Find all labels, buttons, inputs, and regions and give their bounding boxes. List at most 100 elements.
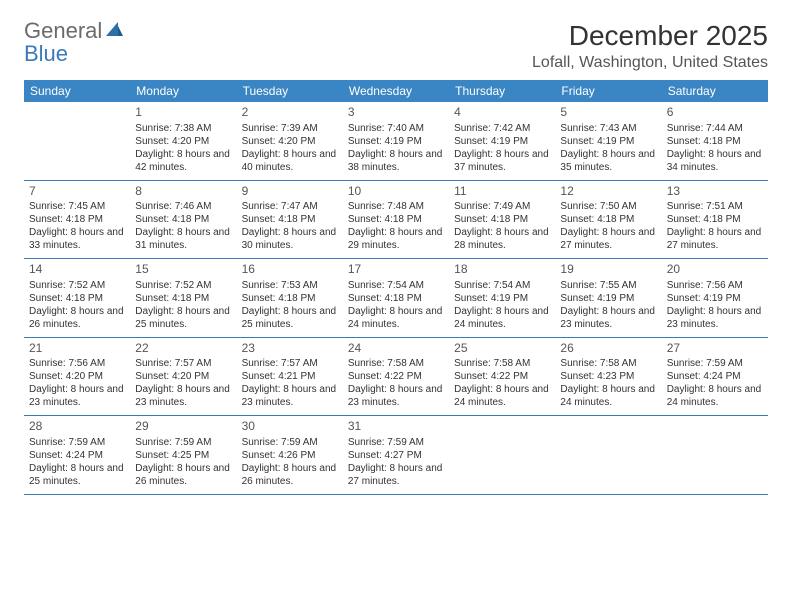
sunrise-line: Sunrise: 7:54 AM [348, 279, 444, 292]
day-cell: 6Sunrise: 7:44 AMSunset: 4:18 PMDaylight… [662, 102, 768, 180]
weeks-container: 1Sunrise: 7:38 AMSunset: 4:20 PMDaylight… [24, 102, 768, 495]
daylight-line: Daylight: 8 hours and 37 minutes. [454, 148, 550, 174]
sunrise-line: Sunrise: 7:55 AM [560, 279, 656, 292]
day-number: 6 [667, 105, 763, 121]
sunrise-line: Sunrise: 7:39 AM [242, 122, 338, 135]
day-cell: 18Sunrise: 7:54 AMSunset: 4:19 PMDayligh… [449, 259, 555, 337]
sunset-line: Sunset: 4:26 PM [242, 449, 338, 462]
week-row: 21Sunrise: 7:56 AMSunset: 4:20 PMDayligh… [24, 338, 768, 417]
day-number: 12 [560, 184, 656, 200]
sunset-line: Sunset: 4:27 PM [348, 449, 444, 462]
day-number: 14 [29, 262, 125, 278]
sunrise-line: Sunrise: 7:45 AM [29, 200, 125, 213]
week-row: 28Sunrise: 7:59 AMSunset: 4:24 PMDayligh… [24, 416, 768, 495]
daylight-line: Daylight: 8 hours and 24 minutes. [348, 305, 444, 331]
daylight-line: Daylight: 8 hours and 24 minutes. [560, 383, 656, 409]
day-number: 15 [135, 262, 231, 278]
day-cell: 20Sunrise: 7:56 AMSunset: 4:19 PMDayligh… [662, 259, 768, 337]
sunrise-line: Sunrise: 7:59 AM [242, 436, 338, 449]
month-title: December 2025 [532, 20, 768, 52]
sunrise-line: Sunrise: 7:51 AM [667, 200, 763, 213]
sunrise-line: Sunrise: 7:52 AM [135, 279, 231, 292]
sunset-line: Sunset: 4:18 PM [348, 213, 444, 226]
sunset-line: Sunset: 4:24 PM [667, 370, 763, 383]
dow-cell: Monday [130, 80, 236, 102]
dow-cell: Tuesday [237, 80, 343, 102]
day-cell: 9Sunrise: 7:47 AMSunset: 4:18 PMDaylight… [237, 181, 343, 259]
daylight-line: Daylight: 8 hours and 23 minutes. [135, 383, 231, 409]
day-cell: 2Sunrise: 7:39 AMSunset: 4:20 PMDaylight… [237, 102, 343, 180]
daylight-line: Daylight: 8 hours and 40 minutes. [242, 148, 338, 174]
daylight-line: Daylight: 8 hours and 26 minutes. [242, 462, 338, 488]
sunrise-line: Sunrise: 7:44 AM [667, 122, 763, 135]
logo-word2: Blue [24, 41, 68, 66]
sunrise-line: Sunrise: 7:53 AM [242, 279, 338, 292]
sunset-line: Sunset: 4:19 PM [348, 135, 444, 148]
day-cell: 10Sunrise: 7:48 AMSunset: 4:18 PMDayligh… [343, 181, 449, 259]
day-cell: 5Sunrise: 7:43 AMSunset: 4:19 PMDaylight… [555, 102, 661, 180]
calendar: SundayMondayTuesdayWednesdayThursdayFrid… [24, 80, 768, 495]
daylight-line: Daylight: 8 hours and 23 minutes. [29, 383, 125, 409]
sunset-line: Sunset: 4:19 PM [560, 135, 656, 148]
day-cell: 14Sunrise: 7:52 AMSunset: 4:18 PMDayligh… [24, 259, 130, 337]
sunset-line: Sunset: 4:24 PM [29, 449, 125, 462]
sunset-line: Sunset: 4:18 PM [667, 213, 763, 226]
sunrise-line: Sunrise: 7:40 AM [348, 122, 444, 135]
day-cell: 15Sunrise: 7:52 AMSunset: 4:18 PMDayligh… [130, 259, 236, 337]
day-cell: 30Sunrise: 7:59 AMSunset: 4:26 PMDayligh… [237, 416, 343, 494]
week-row: 1Sunrise: 7:38 AMSunset: 4:20 PMDaylight… [24, 102, 768, 181]
day-number: 19 [560, 262, 656, 278]
day-number: 22 [135, 341, 231, 357]
sunset-line: Sunset: 4:20 PM [135, 370, 231, 383]
day-cell: 11Sunrise: 7:49 AMSunset: 4:18 PMDayligh… [449, 181, 555, 259]
daylight-line: Daylight: 8 hours and 31 minutes. [135, 226, 231, 252]
daylight-line: Daylight: 8 hours and 38 minutes. [348, 148, 444, 174]
sunset-line: Sunset: 4:25 PM [135, 449, 231, 462]
sunset-line: Sunset: 4:19 PM [454, 292, 550, 305]
day-cell: 12Sunrise: 7:50 AMSunset: 4:18 PMDayligh… [555, 181, 661, 259]
sunset-line: Sunset: 4:21 PM [242, 370, 338, 383]
sunrise-line: Sunrise: 7:43 AM [560, 122, 656, 135]
day-number: 5 [560, 105, 656, 121]
day-number: 30 [242, 419, 338, 435]
sunset-line: Sunset: 4:23 PM [560, 370, 656, 383]
sunrise-line: Sunrise: 7:47 AM [242, 200, 338, 213]
daylight-line: Daylight: 8 hours and 23 minutes. [560, 305, 656, 331]
sunrise-line: Sunrise: 7:57 AM [135, 357, 231, 370]
location-text: Lofall, Washington, United States [532, 54, 768, 72]
daylight-line: Daylight: 8 hours and 33 minutes. [29, 226, 125, 252]
day-number: 13 [667, 184, 763, 200]
daylight-line: Daylight: 8 hours and 29 minutes. [348, 226, 444, 252]
day-cell: 13Sunrise: 7:51 AMSunset: 4:18 PMDayligh… [662, 181, 768, 259]
day-number: 1 [135, 105, 231, 121]
daylight-line: Daylight: 8 hours and 26 minutes. [29, 305, 125, 331]
sunrise-line: Sunrise: 7:58 AM [348, 357, 444, 370]
sunset-line: Sunset: 4:20 PM [242, 135, 338, 148]
daylight-line: Daylight: 8 hours and 25 minutes. [29, 462, 125, 488]
day-cell [555, 416, 661, 494]
day-number: 17 [348, 262, 444, 278]
logo: General Blue [24, 20, 124, 66]
dow-cell: Sunday [24, 80, 130, 102]
day-number: 8 [135, 184, 231, 200]
sunrise-line: Sunrise: 7:57 AM [242, 357, 338, 370]
daylight-line: Daylight: 8 hours and 24 minutes. [667, 383, 763, 409]
page-header: General Blue December 2025 Lofall, Washi… [24, 20, 768, 72]
sunset-line: Sunset: 4:18 PM [242, 213, 338, 226]
sunset-line: Sunset: 4:19 PM [454, 135, 550, 148]
day-cell: 29Sunrise: 7:59 AMSunset: 4:25 PMDayligh… [130, 416, 236, 494]
sunrise-line: Sunrise: 7:38 AM [135, 122, 231, 135]
sunrise-line: Sunrise: 7:52 AM [29, 279, 125, 292]
day-number: 23 [242, 341, 338, 357]
sunrise-line: Sunrise: 7:59 AM [135, 436, 231, 449]
day-cell: 7Sunrise: 7:45 AMSunset: 4:18 PMDaylight… [24, 181, 130, 259]
sunrise-line: Sunrise: 7:59 AM [667, 357, 763, 370]
daylight-line: Daylight: 8 hours and 27 minutes. [348, 462, 444, 488]
dow-cell: Thursday [449, 80, 555, 102]
daylight-line: Daylight: 8 hours and 26 minutes. [135, 462, 231, 488]
logo-sail-icon [104, 20, 124, 43]
sunset-line: Sunset: 4:20 PM [135, 135, 231, 148]
day-cell: 8Sunrise: 7:46 AMSunset: 4:18 PMDaylight… [130, 181, 236, 259]
sunrise-line: Sunrise: 7:58 AM [454, 357, 550, 370]
day-number: 25 [454, 341, 550, 357]
